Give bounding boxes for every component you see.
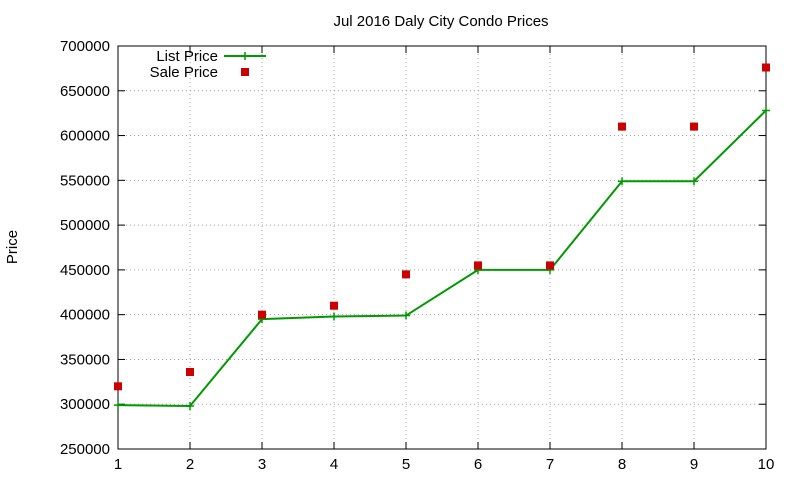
x-tick-label: 1	[114, 456, 122, 473]
x-tick-label: 7	[546, 456, 554, 473]
data-point	[618, 122, 626, 131]
chart-title: Jul 2016 Daly City Condo Prices	[333, 13, 548, 30]
data-point	[474, 261, 482, 270]
data-point	[762, 63, 770, 72]
x-tick-label: 6	[474, 456, 482, 473]
series-list-price	[114, 106, 770, 411]
data-point	[402, 311, 410, 320]
y-tick-label: 350000	[60, 351, 110, 368]
data-point	[330, 301, 338, 310]
data-point	[186, 367, 194, 376]
x-tick-label: 4	[330, 456, 338, 473]
y-tick-label: 700000	[60, 38, 110, 55]
y-tick-label: 250000	[60, 441, 110, 458]
data-point	[546, 261, 554, 270]
series-line	[117, 109, 767, 408]
plot-frame	[117, 45, 767, 450]
series-sale-price	[114, 63, 770, 391]
data-point	[114, 401, 122, 410]
axes	[117, 45, 767, 450]
data-point	[114, 382, 122, 391]
y-tick-label: 450000	[60, 262, 110, 279]
x-tick-label: 2	[186, 456, 194, 473]
data-point	[618, 177, 626, 186]
data-point	[690, 122, 698, 131]
y-tick-label: 400000	[60, 307, 110, 324]
legend-label: List Price	[156, 48, 218, 65]
legend-marker	[241, 52, 249, 60]
data-point	[258, 310, 266, 319]
x-tick-label: 9	[690, 456, 698, 473]
y-tick-label: 550000	[60, 172, 110, 189]
y-tick-label: 500000	[60, 217, 110, 234]
y-axis-label: Price	[4, 230, 21, 264]
y-tick-label: 650000	[60, 83, 110, 100]
legend-marker	[241, 68, 249, 76]
grid-lines	[118, 46, 766, 449]
y-tick-label: 300000	[60, 396, 110, 413]
data-point	[762, 106, 770, 115]
data-point	[330, 312, 338, 321]
x-tick-label: 8	[618, 456, 626, 473]
x-tick-label: 10	[758, 456, 775, 473]
y-tick-label: 600000	[60, 128, 110, 145]
data-point	[186, 402, 194, 411]
tick-labels: 250000 300000 350000 400000 450000 500000 5500…	[60, 38, 774, 473]
data-point	[402, 270, 410, 279]
legend-label: Sale Price	[150, 64, 218, 81]
x-tick-label: 3	[258, 456, 266, 473]
data-point	[690, 177, 698, 186]
data-series	[114, 63, 770, 411]
x-tick-label: 5	[402, 456, 410, 473]
